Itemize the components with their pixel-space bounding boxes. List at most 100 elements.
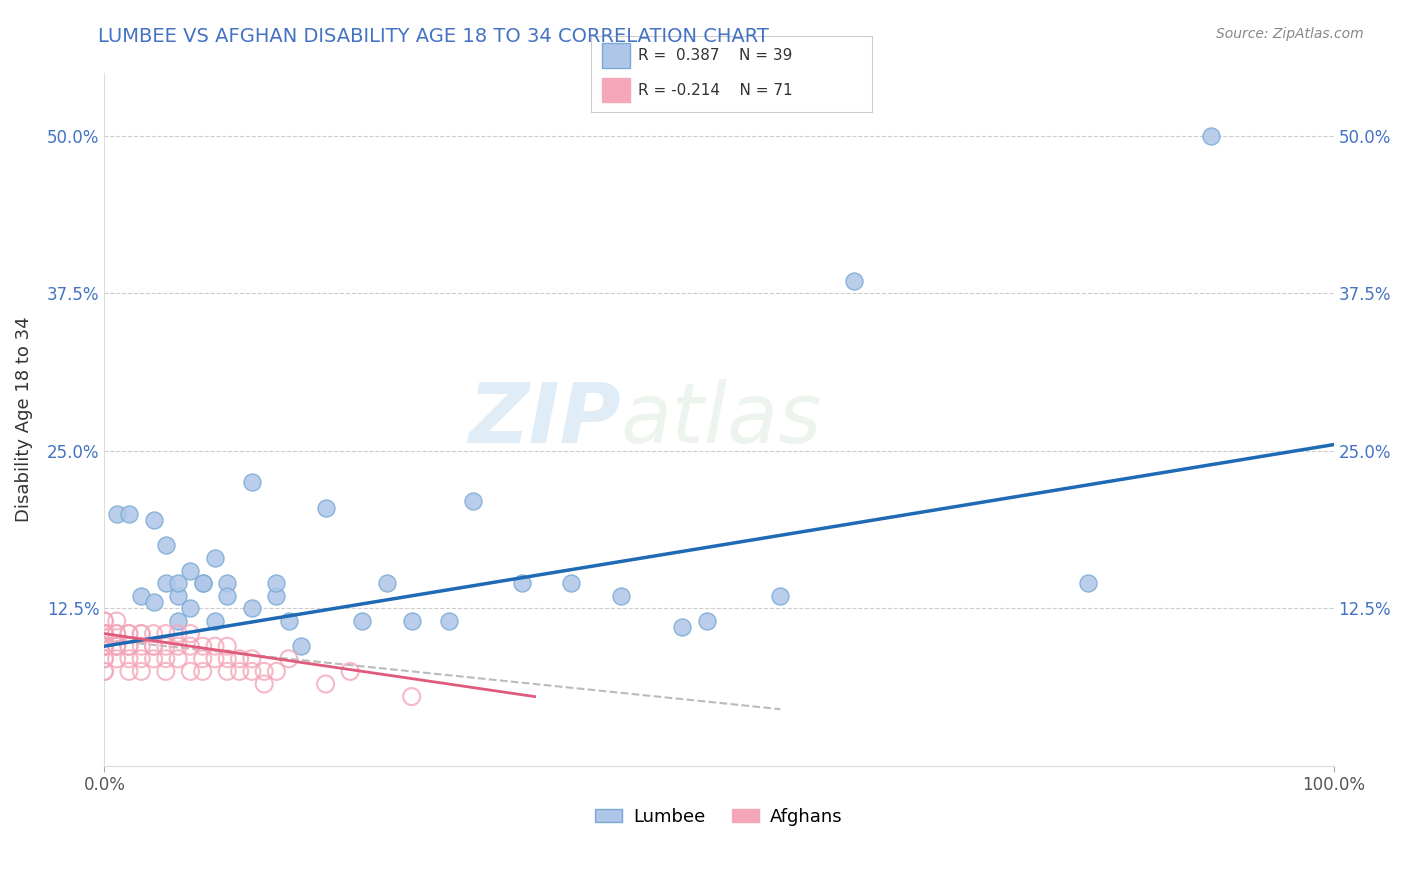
Point xyxy=(129,626,152,640)
Point xyxy=(155,626,177,640)
Legend: Lumbee, Afghans: Lumbee, Afghans xyxy=(588,801,851,833)
Point xyxy=(179,564,201,578)
Point xyxy=(204,614,226,628)
Point xyxy=(167,639,190,653)
Point xyxy=(93,626,115,640)
Point xyxy=(142,652,165,666)
Point xyxy=(167,652,190,666)
Point xyxy=(1199,128,1222,143)
Point xyxy=(93,614,115,628)
Point xyxy=(375,576,398,591)
Bar xyxy=(602,44,630,68)
Point xyxy=(129,665,152,679)
Point xyxy=(266,665,288,679)
Point xyxy=(217,652,239,666)
Point xyxy=(155,665,177,679)
Point xyxy=(191,576,214,591)
Point xyxy=(93,639,115,653)
Point xyxy=(93,626,115,640)
Point xyxy=(204,551,226,566)
Point xyxy=(240,652,263,666)
Point xyxy=(105,639,128,653)
Point xyxy=(118,639,141,653)
Point xyxy=(217,589,239,603)
Point xyxy=(204,652,226,666)
Point xyxy=(93,626,115,640)
Point xyxy=(401,690,423,704)
Point xyxy=(93,626,115,640)
Point xyxy=(93,639,115,653)
Point xyxy=(118,652,141,666)
Point xyxy=(228,652,250,666)
Point xyxy=(240,475,263,490)
Point xyxy=(93,614,115,628)
Point xyxy=(105,614,128,628)
Point xyxy=(105,652,128,666)
Point xyxy=(105,639,128,653)
Point xyxy=(769,589,792,603)
Point xyxy=(105,639,128,653)
Point xyxy=(179,665,201,679)
Point xyxy=(671,620,693,634)
Point xyxy=(118,626,141,640)
Point xyxy=(179,601,201,615)
Point xyxy=(315,500,337,515)
Point xyxy=(167,626,190,640)
Text: LUMBEE VS AFGHAN DISABILITY AGE 18 TO 34 CORRELATION CHART: LUMBEE VS AFGHAN DISABILITY AGE 18 TO 34… xyxy=(98,27,769,45)
Point xyxy=(401,614,423,628)
Point xyxy=(191,652,214,666)
Bar xyxy=(602,78,630,103)
Point xyxy=(155,652,177,666)
Point xyxy=(93,626,115,640)
Point xyxy=(277,652,299,666)
Point xyxy=(240,665,263,679)
Point xyxy=(844,274,866,288)
Point xyxy=(179,639,201,653)
Text: R =  0.387    N = 39: R = 0.387 N = 39 xyxy=(638,48,793,63)
Text: R = -0.214    N = 71: R = -0.214 N = 71 xyxy=(638,83,793,98)
Point xyxy=(253,677,276,691)
Point xyxy=(93,652,115,666)
Point xyxy=(105,626,128,640)
Point xyxy=(129,639,152,653)
Point xyxy=(93,665,115,679)
Point xyxy=(142,626,165,640)
Point xyxy=(167,576,190,591)
Point xyxy=(437,614,460,628)
Point xyxy=(118,665,141,679)
Point xyxy=(118,639,141,653)
Point xyxy=(191,665,214,679)
Point xyxy=(266,576,288,591)
Point xyxy=(93,626,115,640)
Point xyxy=(696,614,718,628)
Point xyxy=(93,639,115,653)
Point xyxy=(93,665,115,679)
Point xyxy=(155,538,177,552)
Point xyxy=(1077,576,1099,591)
Point xyxy=(315,677,337,691)
Point xyxy=(93,639,115,653)
Point xyxy=(228,665,250,679)
Point xyxy=(510,576,533,591)
Point xyxy=(461,494,484,508)
Text: Source: ZipAtlas.com: Source: ZipAtlas.com xyxy=(1216,27,1364,41)
Point xyxy=(155,576,177,591)
Point xyxy=(93,652,115,666)
Point xyxy=(155,639,177,653)
Point xyxy=(240,601,263,615)
Point xyxy=(142,639,165,653)
Point xyxy=(142,639,165,653)
Point xyxy=(179,626,201,640)
Point xyxy=(129,652,152,666)
Point xyxy=(609,589,631,603)
Point xyxy=(266,589,288,603)
Point xyxy=(204,639,226,653)
Point xyxy=(118,626,141,640)
Point xyxy=(217,665,239,679)
Point xyxy=(129,626,152,640)
Point xyxy=(93,626,115,640)
Point xyxy=(129,589,152,603)
Text: ZIP: ZIP xyxy=(468,379,620,460)
Point xyxy=(93,626,115,640)
Point xyxy=(142,595,165,609)
